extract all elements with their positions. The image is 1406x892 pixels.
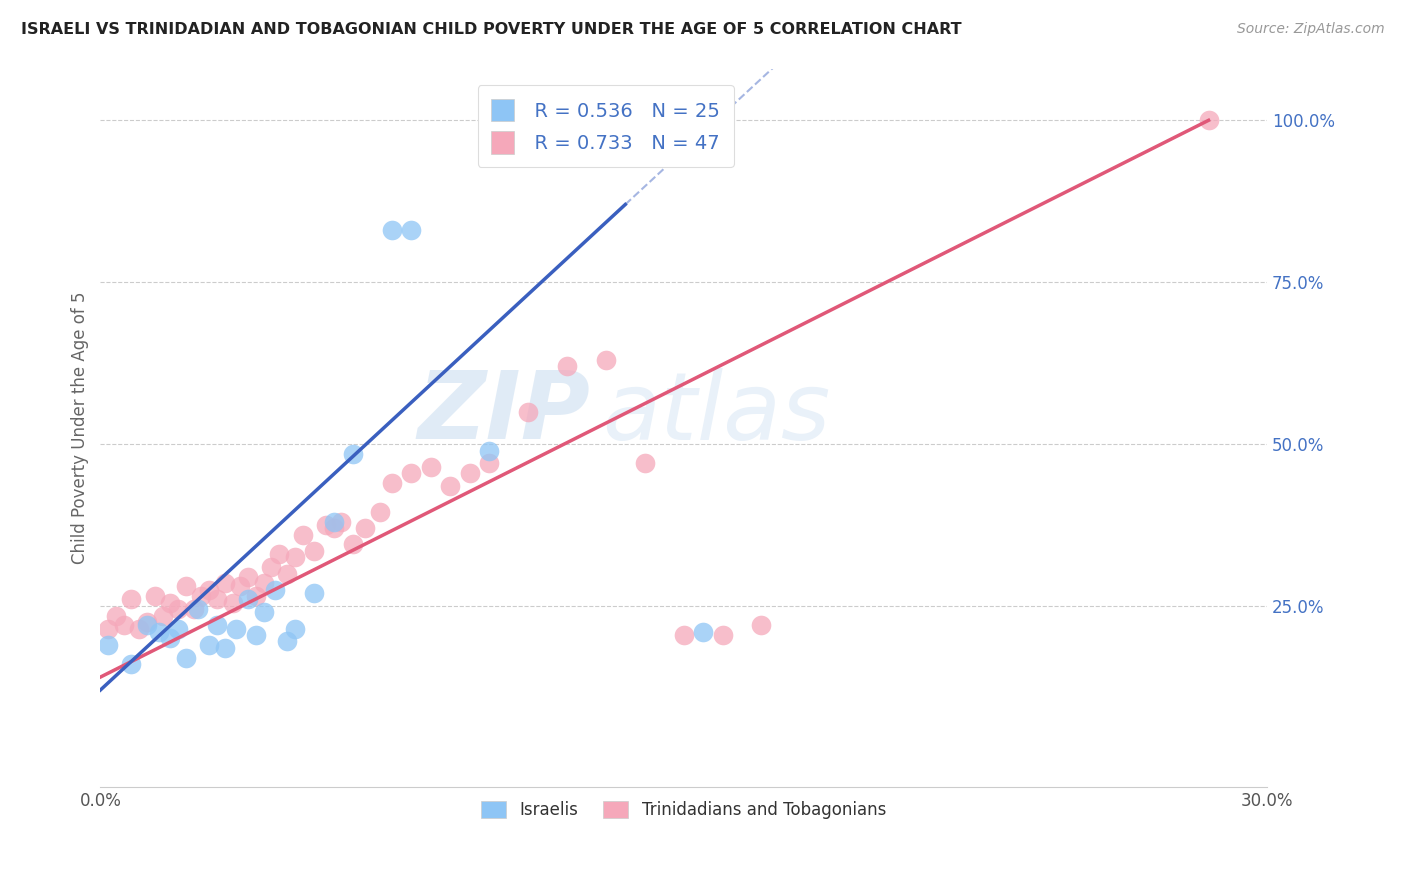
Point [152,608,174,623]
Point [190,589,212,603]
Point [159,632,181,646]
Point [221,596,243,610]
Point [174,650,197,665]
Point [419,459,441,474]
Point [342,537,364,551]
Point [120,592,142,607]
Point [353,521,375,535]
Point [291,527,314,541]
Text: ZIP: ZIP [418,368,591,459]
Point [692,624,714,639]
Point [368,505,391,519]
Point [245,589,267,603]
Point [205,592,228,607]
Point [517,405,540,419]
Point [555,359,578,374]
Point [322,521,344,535]
Text: atlas: atlas [602,368,830,459]
Point [214,576,236,591]
Legend: Israelis, Trinidadians and Tobagonians: Israelis, Trinidadians and Tobagonians [474,794,893,826]
Point [167,602,190,616]
Point [97,622,120,636]
Point [187,602,209,616]
Point [112,618,135,632]
Point [711,628,734,642]
Point [97,638,120,652]
Point [381,223,404,237]
Point [276,566,298,581]
Point [401,223,423,237]
Text: Source: ZipAtlas.com: Source: ZipAtlas.com [1237,22,1385,37]
Point [458,466,481,480]
Point [120,657,142,672]
Point [183,602,205,616]
Point [136,618,159,632]
Point [478,457,501,471]
Point [634,457,657,471]
Point [478,443,501,458]
Point [751,618,773,632]
Point [260,560,283,574]
Point [284,550,307,565]
Point [330,515,353,529]
Point [276,634,298,648]
Text: ISRAELI VS TRINIDADIAN AND TOBAGONIAN CHILD POVERTY UNDER THE AGE OF 5 CORRELATI: ISRAELI VS TRINIDADIAN AND TOBAGONIAN CH… [21,22,962,37]
Point [236,592,259,607]
Y-axis label: Child Poverty Under the Age of 5: Child Poverty Under the Age of 5 [72,292,89,564]
Point [439,479,461,493]
Point [136,615,159,629]
Point [672,628,695,642]
Point [104,608,127,623]
Point [302,544,325,558]
Point [1198,113,1220,128]
Point [198,638,221,652]
Point [205,618,228,632]
Point [159,596,181,610]
Point [322,515,344,529]
Point [214,640,236,655]
Point [284,622,307,636]
Point [269,547,291,561]
Point [236,570,259,584]
Point [229,579,252,593]
Point [174,579,197,593]
Point [342,447,364,461]
Point [225,622,247,636]
Point [128,622,150,636]
Point [253,606,276,620]
Point [143,589,166,603]
Point [315,518,337,533]
Point [381,475,404,490]
Point [253,576,276,591]
Point [302,586,325,600]
Point [198,582,221,597]
Point [167,622,190,636]
Point [595,352,617,367]
Point [148,624,170,639]
Point [401,466,423,480]
Point [264,582,287,597]
Point [245,628,267,642]
